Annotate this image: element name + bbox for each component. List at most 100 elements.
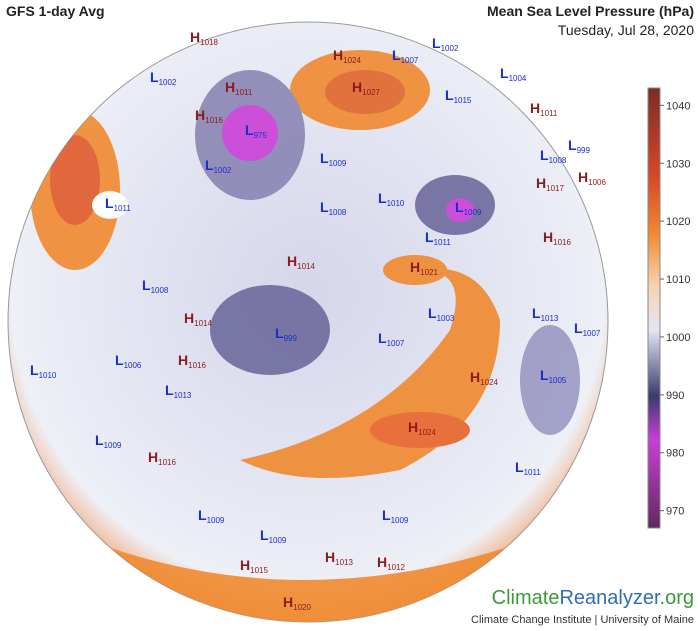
center-type: L xyxy=(378,190,387,206)
center-value: 1011 xyxy=(235,88,253,97)
pressure-center: L999 xyxy=(568,137,590,155)
center-type: L xyxy=(445,87,454,103)
center-value: 1015 xyxy=(250,566,268,575)
center-type: H xyxy=(195,107,205,123)
center-value: 1011 xyxy=(524,468,542,477)
center-value: 975 xyxy=(254,131,268,140)
center-value: 1009 xyxy=(464,208,482,217)
pressure-center: L1013 xyxy=(532,305,559,323)
center-type: H xyxy=(543,229,553,245)
center-value: 1007 xyxy=(583,329,601,338)
center-type: H xyxy=(283,594,293,610)
center-type: H xyxy=(225,79,235,95)
pressure-center: H1011 xyxy=(530,100,558,118)
center-type: L xyxy=(95,432,104,448)
center-value: 1024 xyxy=(480,378,498,387)
center-type: L xyxy=(455,199,464,215)
center-type: L xyxy=(515,459,524,475)
center-type: L xyxy=(205,157,214,173)
pressure-center: H1014 xyxy=(184,310,212,328)
center-type: L xyxy=(382,507,391,523)
pressure-center: H1016 xyxy=(178,352,206,370)
center-type: L xyxy=(428,305,437,321)
center-value: 1016 xyxy=(553,238,571,247)
center-value: 1013 xyxy=(174,391,192,400)
pressure-center: H1018 xyxy=(190,29,218,47)
center-type: L xyxy=(532,305,541,321)
center-value: 999 xyxy=(577,146,591,155)
pressure-center: L1009 xyxy=(95,432,122,450)
pressure-center: L1002 xyxy=(205,157,232,175)
credit: Climate Change Institute | University of… xyxy=(471,614,694,626)
colorbar xyxy=(647,87,661,529)
pressure-center: H1011 xyxy=(225,79,253,97)
center-value: 1009 xyxy=(207,516,225,525)
pressure-center: H1016 xyxy=(543,229,571,247)
center-value: 1009 xyxy=(329,159,347,168)
center-type: L xyxy=(150,69,159,85)
pressure-center: L1007 xyxy=(378,330,405,348)
center-type: L xyxy=(540,367,549,383)
date: Tuesday, Jul 28, 2020 xyxy=(558,22,694,38)
center-type: H xyxy=(287,253,297,269)
center-type: H xyxy=(184,310,194,326)
pressure-center: L1011 xyxy=(515,459,541,477)
center-value: 1006 xyxy=(124,361,142,370)
center-type: L xyxy=(425,229,434,245)
center-value: 1008 xyxy=(329,208,347,217)
center-value: 1014 xyxy=(297,262,315,271)
title: GFS 1-day Avg xyxy=(6,3,105,19)
center-type: L xyxy=(320,199,329,215)
center-type: L xyxy=(142,277,151,293)
center-value: 1002 xyxy=(159,78,177,87)
center-value: 1005 xyxy=(549,376,567,385)
center-value: 1009 xyxy=(391,516,409,525)
variable: Mean Sea Level Pressure (hPa) xyxy=(487,3,694,19)
pressure-center: L1009 xyxy=(382,507,409,525)
pressure-center: H1015 xyxy=(240,557,268,575)
pressure-center: L1003 xyxy=(428,305,455,323)
center-value: 1024 xyxy=(343,56,361,65)
center-type: L xyxy=(30,362,39,378)
center-value: 1003 xyxy=(437,314,455,323)
pressure-center: H1017 xyxy=(536,175,564,193)
center-type: H xyxy=(536,175,546,191)
pressure-center: L1009 xyxy=(455,199,482,217)
colorbar-tick-label: 1040 xyxy=(666,100,690,112)
center-type: L xyxy=(245,122,254,138)
center-value: 999 xyxy=(284,334,298,343)
center-value: 1024 xyxy=(418,428,436,437)
pressure-center: L999 xyxy=(275,325,297,343)
center-value: 1007 xyxy=(387,339,405,348)
pressure-center: H1020 xyxy=(283,594,311,612)
pressure-center: L1010 xyxy=(378,190,405,208)
pressure-center: L1006 xyxy=(115,352,142,370)
colorbar-tick-label: 1000 xyxy=(666,332,690,344)
center-type: L xyxy=(378,330,387,346)
pressure-center: H1024 xyxy=(470,369,498,387)
center-value: 1018 xyxy=(200,38,218,47)
center-value: 1015 xyxy=(454,96,472,105)
center-value: 1016 xyxy=(188,361,206,370)
center-value: 1013 xyxy=(335,558,353,567)
colorbar-tick-label: 990 xyxy=(666,390,684,402)
logo-part: .org xyxy=(660,587,694,609)
center-type: H xyxy=(333,47,343,63)
center-value: 1009 xyxy=(104,441,122,450)
center-value: 1011 xyxy=(434,238,452,247)
center-value: 1013 xyxy=(541,314,559,323)
pressure-center: L1008 xyxy=(540,147,567,165)
pressure-center: L1005 xyxy=(540,367,567,385)
center-value: 1006 xyxy=(588,178,606,187)
center-value: 1017 xyxy=(546,184,564,193)
center-type: H xyxy=(470,369,480,385)
center-value: 1008 xyxy=(151,286,169,295)
logo-part: Reanalyzer xyxy=(559,587,661,609)
center-type: H xyxy=(410,259,420,275)
pressure-center: L1007 xyxy=(392,47,419,65)
center-value: 1020 xyxy=(293,603,311,612)
pressure-center: L1009 xyxy=(260,527,287,545)
center-type: H xyxy=(178,352,188,368)
colorbar-tick-label: 1010 xyxy=(666,274,690,286)
pressure-center: L1009 xyxy=(320,150,347,168)
